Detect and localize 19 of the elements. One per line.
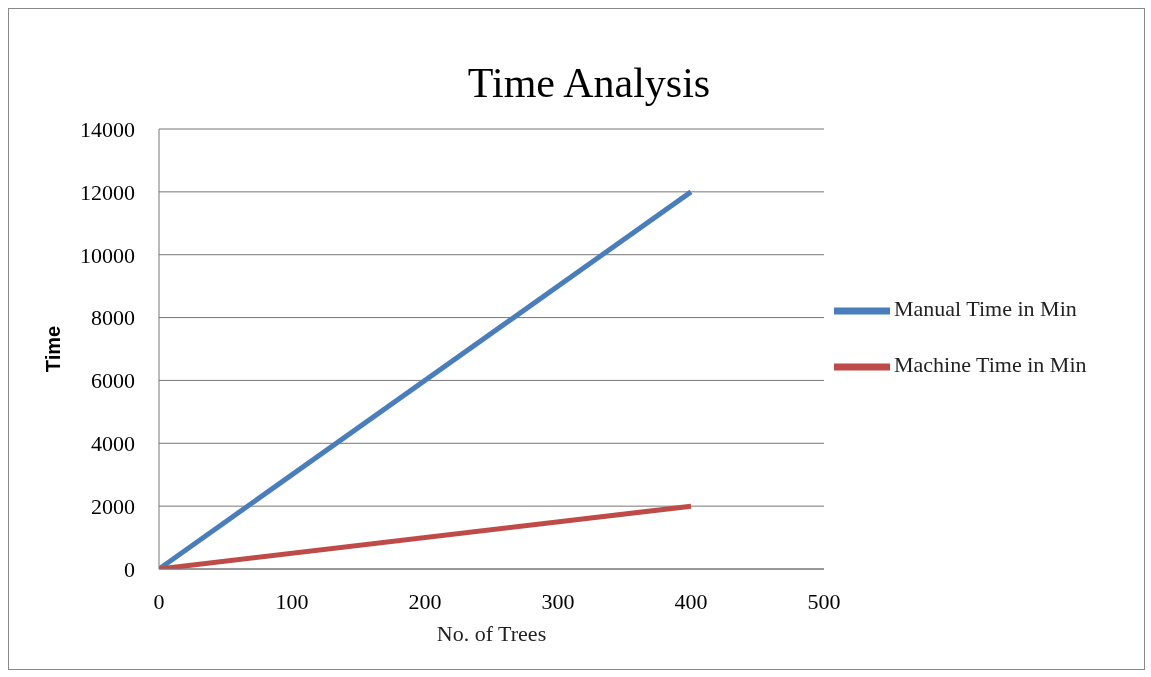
- legend-label: Manual Time in Min: [894, 296, 1077, 322]
- x-tick-label: 500: [807, 588, 841, 614]
- x-tick-label: 400: [674, 588, 708, 614]
- y-tick-label: 4000: [91, 431, 135, 457]
- x-tick-label: 200: [408, 588, 442, 614]
- legend-label: Machine Time in Min: [894, 352, 1087, 378]
- x-tick-label: 300: [541, 588, 575, 614]
- x-tick-label: 0: [153, 588, 165, 614]
- x-axis-title: No. of Trees: [436, 621, 547, 646]
- y-tick-label: 12000: [80, 179, 135, 205]
- y-axis-title: Time: [42, 325, 65, 373]
- y-tick-label: 10000: [80, 242, 135, 268]
- y-tick-label: 8000: [91, 305, 135, 331]
- y-tick-label: 2000: [91, 493, 135, 519]
- y-tick-label: 14000: [80, 116, 135, 142]
- chart-title: Time Analysis: [466, 59, 712, 107]
- x-tick-label: 100: [275, 588, 309, 614]
- y-tick-label: 0: [124, 556, 135, 582]
- y-tick-label: 6000: [91, 368, 135, 394]
